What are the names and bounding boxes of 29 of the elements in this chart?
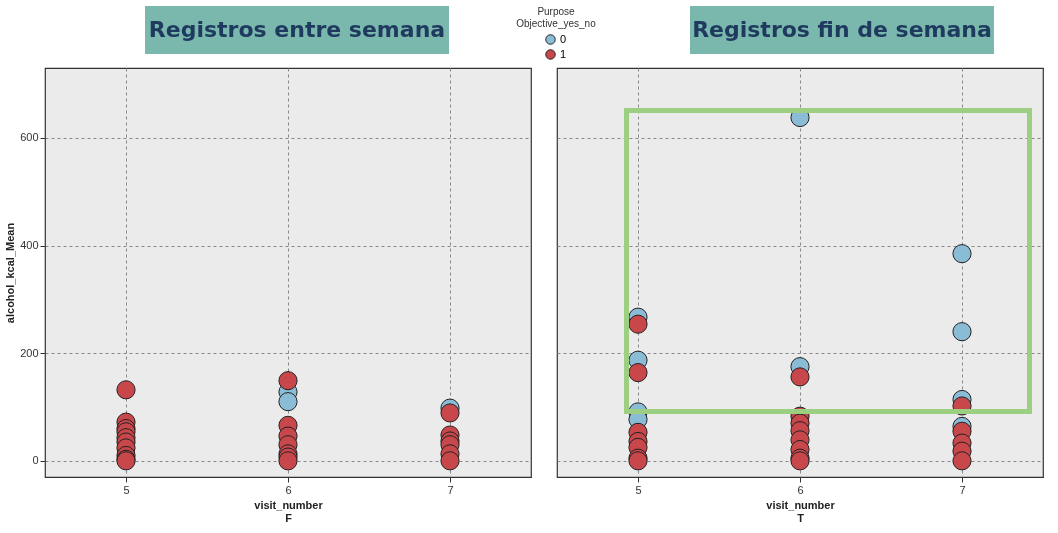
point (116, 380, 136, 400)
x-tick-label: 6 (797, 483, 804, 496)
legend-label: 0 (560, 32, 567, 45)
y-tick-label: 400 (20, 239, 39, 252)
x-tick-label: 6 (285, 483, 292, 496)
point (628, 314, 648, 334)
x-tick-label: 7 (447, 483, 454, 496)
point (278, 392, 298, 412)
point (952, 244, 972, 264)
point (440, 403, 460, 423)
x-axis-title: visit_number T (766, 498, 836, 524)
x-tick-label: 5 (635, 483, 642, 496)
chart-title: Registros fin de semana (690, 6, 994, 54)
chart-title: Registros entre semana (145, 6, 449, 54)
legend-title: Purpose Objective_yes_no (516, 6, 597, 29)
point (440, 451, 460, 471)
x-axis-title: visit_number F (254, 498, 324, 524)
point (952, 322, 972, 342)
y-tick-label: 600 (20, 131, 39, 144)
point (952, 451, 972, 471)
x-tick-label: 7 (959, 483, 966, 496)
y-tick-label: 0 (32, 454, 39, 467)
x-tick-label: 5 (123, 483, 130, 496)
point (790, 367, 810, 387)
legend-label: 1 (560, 47, 567, 60)
y-axis-title: alcohol_kcal_Mean (4, 222, 17, 324)
y-tick-label: 200 (20, 346, 39, 359)
point (628, 363, 648, 383)
point (278, 371, 298, 391)
